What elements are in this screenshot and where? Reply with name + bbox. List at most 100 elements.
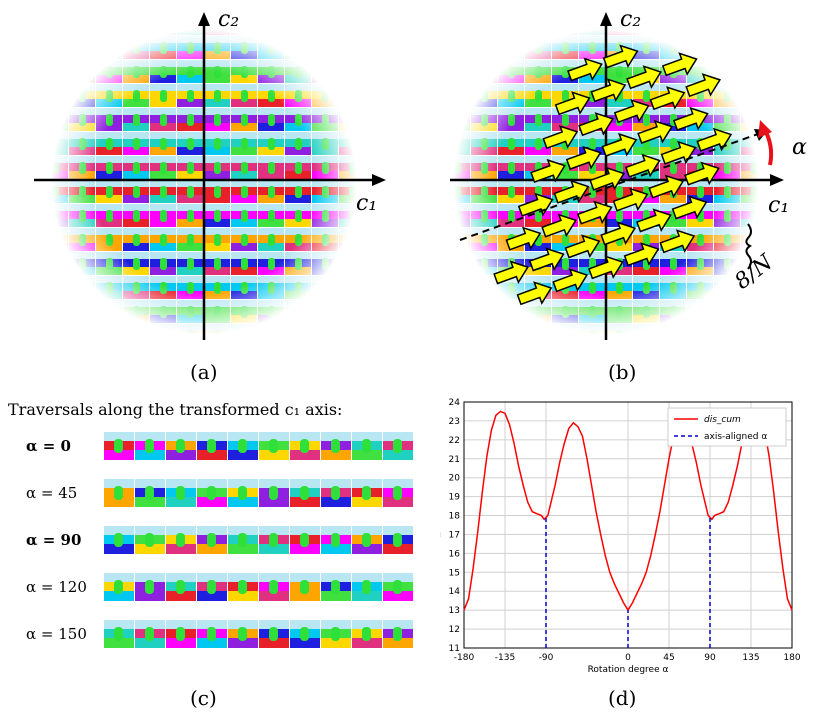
traversal-image — [197, 526, 227, 554]
traversal-arrow — [588, 255, 624, 280]
traversal-image — [352, 526, 382, 554]
traversal-image — [135, 620, 165, 648]
traversal-image — [259, 573, 289, 601]
traversal-image — [197, 620, 227, 648]
latent-sample — [687, 324, 713, 334]
latent-sample — [312, 300, 338, 323]
alpha-label: α — [792, 135, 807, 160]
latent-sample — [312, 324, 338, 334]
latent-sample — [339, 36, 356, 59]
latent-sample — [498, 324, 524, 334]
traversal-row: α = 0 — [26, 432, 413, 460]
traversal-image — [166, 526, 196, 554]
latent-sample — [454, 300, 470, 323]
traversal-image — [383, 526, 413, 554]
caption-b: (b) — [608, 360, 637, 384]
traversal-arrow — [602, 44, 639, 69]
traversal-image — [290, 432, 320, 460]
x-tick-label: 90 — [704, 653, 716, 663]
traversal-row: α = 150 — [26, 620, 413, 648]
traversal-image — [290, 620, 320, 648]
latent-sample — [525, 30, 551, 35]
traversal-strip — [104, 573, 413, 601]
traversal-arrow — [541, 213, 577, 238]
traversal-row: α = 45 — [26, 479, 413, 507]
traversal-alpha-label: α = 0 — [26, 437, 71, 455]
traversal-image — [228, 479, 258, 507]
traversal-arrow — [505, 226, 542, 251]
rotated-traversal-arrows — [493, 44, 733, 306]
y-tick-label: 18 — [449, 512, 461, 522]
traversal-image — [166, 479, 196, 507]
traversal-image — [104, 526, 134, 554]
latent-sample — [741, 60, 758, 83]
c2-label: c₂ — [218, 7, 239, 32]
legend: dis_cum axis-aligned α — [667, 407, 787, 447]
latent-sample — [339, 84, 356, 107]
traversal-alpha-label: α = 150 — [26, 625, 87, 643]
traversal-image — [104, 432, 134, 460]
latent-sample — [52, 300, 68, 323]
traversal-image — [228, 620, 258, 648]
latent-sample — [660, 30, 686, 35]
latent-sample — [454, 252, 470, 275]
traversal-arrow — [576, 200, 613, 225]
traversal-alpha-label: α = 45 — [26, 484, 78, 502]
latent-sample — [741, 324, 758, 334]
traversal-arrow — [685, 73, 722, 98]
latent-sample — [52, 36, 68, 59]
latent-sample — [150, 30, 176, 35]
traversal-image — [290, 573, 320, 601]
traversal-image — [352, 620, 382, 648]
traversal-arrow — [530, 158, 566, 183]
x-tick-label: 180 — [783, 653, 800, 663]
latent-sample — [52, 276, 68, 299]
latent-sample — [471, 300, 497, 323]
traversal-image — [321, 620, 351, 648]
traversal-image — [104, 620, 134, 648]
traversal-image — [383, 620, 413, 648]
traversal-arrow — [648, 174, 685, 199]
latent-sample — [69, 300, 95, 323]
latent-sample — [471, 324, 497, 334]
traversal-image — [197, 573, 227, 601]
latent-sample — [312, 30, 338, 35]
dis-cum-chart: 11 12 13 14 15 16 17 18 19 20 21 22 23 24 -180 -135 -90 0… — [440, 398, 801, 675]
latent-sample — [123, 30, 149, 35]
latent-sample — [454, 30, 470, 35]
latent-sample — [96, 324, 122, 334]
traversal-arrow — [636, 208, 672, 233]
latent-sample — [552, 30, 578, 35]
y-tick-label: 16 — [449, 549, 461, 559]
latent-sample — [285, 324, 311, 334]
traversal-image — [166, 620, 196, 648]
traversal-image — [228, 573, 258, 601]
traversal-image — [321, 479, 351, 507]
traversal-arrow — [564, 234, 601, 259]
traversal-strip — [104, 620, 413, 648]
traversal-arrow — [637, 119, 674, 144]
traversal-arrow — [613, 99, 650, 124]
latent-sample — [52, 30, 68, 35]
traversal-image — [197, 479, 227, 507]
traversal-arrow — [672, 106, 709, 131]
traversal-image — [259, 479, 289, 507]
latent-sample — [52, 60, 68, 83]
y-tick-label: 22 — [449, 436, 460, 446]
latent-sample — [454, 276, 470, 299]
traversal-arrow — [659, 229, 696, 254]
traversal-arrow — [565, 145, 602, 170]
traversal-image — [197, 432, 227, 460]
traversal-image — [104, 479, 134, 507]
traversal-image — [383, 479, 413, 507]
latent-sample — [52, 324, 68, 334]
caption-a: (a) — [190, 360, 218, 384]
y-tick-label: 24 — [449, 398, 461, 408]
traversal-arrow — [623, 242, 660, 267]
y-tick-label: 21 — [449, 455, 460, 465]
traversal-arrow — [624, 153, 661, 178]
caption-c: (c) — [190, 686, 217, 710]
y-tick-label: 14 — [449, 587, 461, 597]
y-tick-label: 19 — [449, 493, 461, 503]
